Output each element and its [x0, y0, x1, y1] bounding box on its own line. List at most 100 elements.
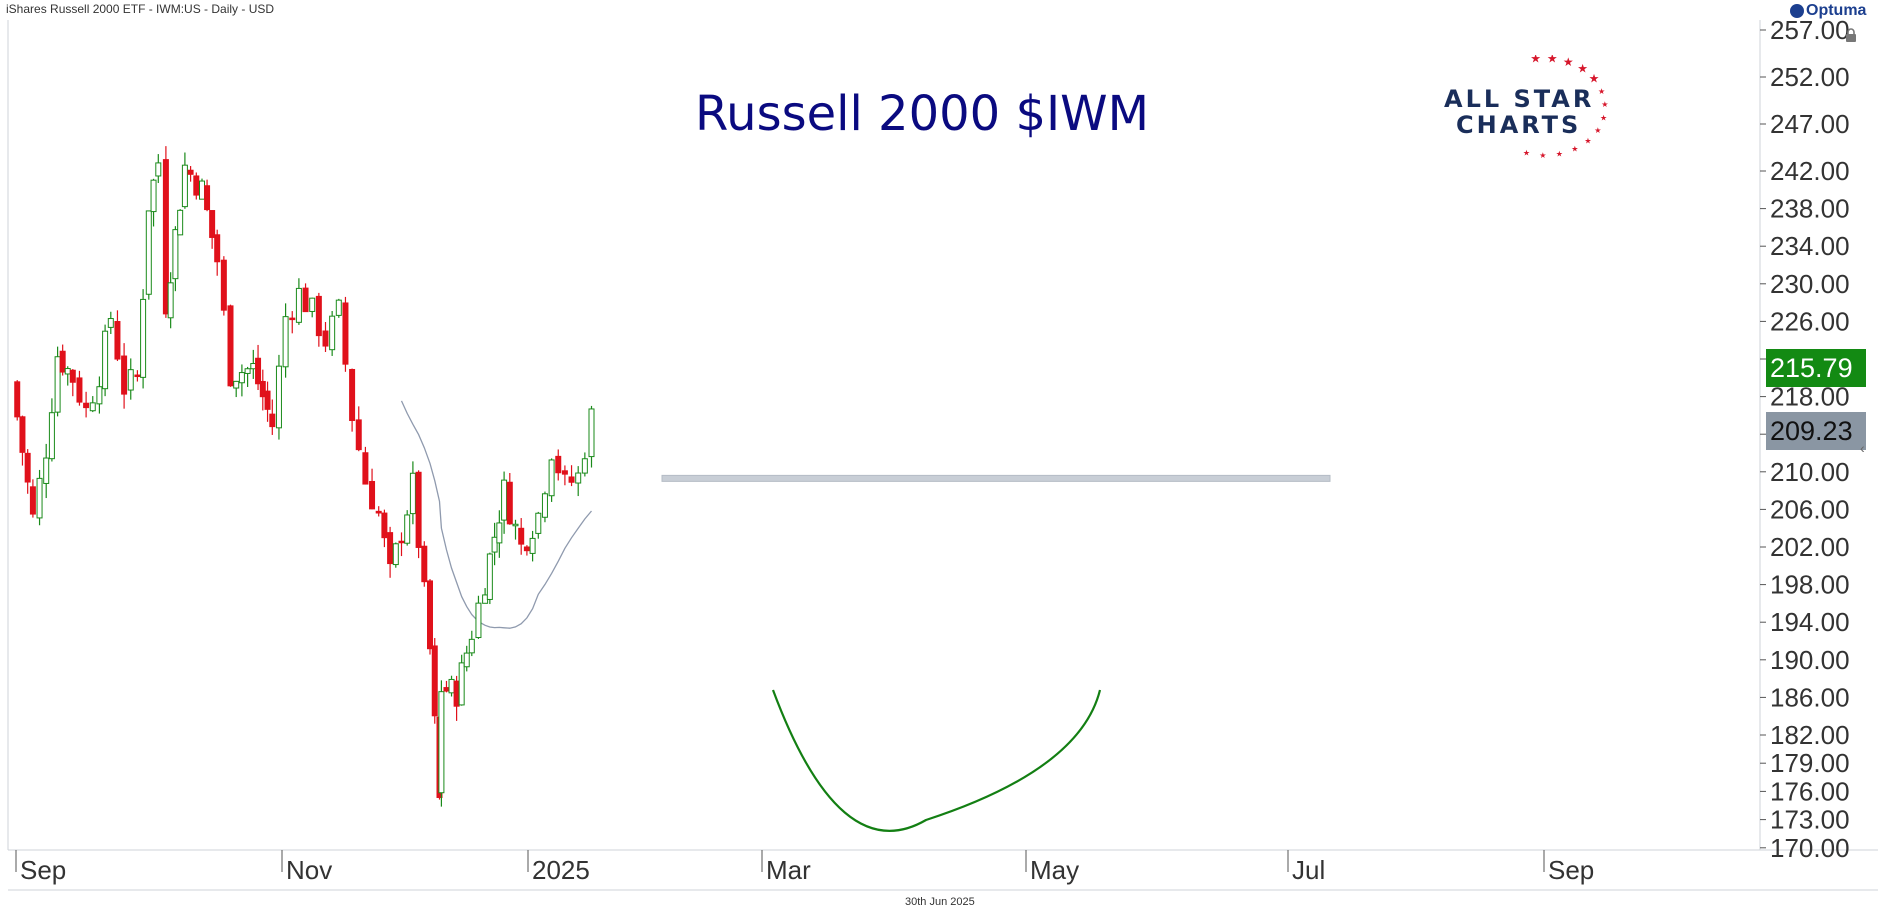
ma-price-tag: 209.23: [1766, 412, 1866, 450]
rounded-bottom-arc: [771, 689, 1102, 832]
candle-up: [96, 386, 103, 405]
logo-star: ★: [1539, 151, 1546, 160]
y-tick-label: 257.00: [1770, 15, 1850, 45]
y-tick-label: 242.00: [1770, 156, 1850, 186]
candle-down: [204, 185, 211, 211]
candle-down: [342, 302, 349, 365]
logo-star: ★: [1589, 71, 1600, 85]
candle-up: [295, 287, 302, 323]
x-tick-label: Sep: [1548, 855, 1594, 885]
y-tick-label: 173.00: [1770, 805, 1850, 835]
y-tick-label: 179.00: [1770, 748, 1850, 778]
candle-down: [220, 259, 227, 311]
candle-down: [114, 321, 121, 360]
brand-name: Optuma: [1806, 2, 1867, 19]
candle-up: [244, 368, 251, 374]
lock-icon[interactable]: [1844, 28, 1858, 42]
candle-down: [398, 540, 405, 544]
candle-down: [362, 452, 369, 485]
candle-up: [155, 162, 162, 177]
candle-down: [421, 545, 428, 583]
candle-up: [329, 315, 336, 351]
allstarcharts-logo: ★ ★ ★ ★ ★ ★ ★ ★ ★ ★ ★ ★ ★ ★ ALL STAR CHARTS: [1440, 55, 1640, 165]
moving-average-line: [400, 400, 592, 629]
y-tick-label: 226.00: [1770, 306, 1850, 336]
y-tick-label: 170.00: [1770, 833, 1850, 863]
y-tick-label: 210.00: [1770, 457, 1850, 487]
candle-down: [24, 452, 31, 483]
y-tick-label: 198.00: [1770, 570, 1850, 600]
candle-up: [64, 368, 71, 375]
candle-up: [233, 380, 240, 389]
candle-up: [496, 522, 503, 544]
stars-arc-icon: ★ ★ ★ ★★★★★★★★★★★: [1523, 55, 1609, 160]
y-axis: 257.00 252.00 247.00 242.00 238.00 234.00 230.…: [1760, 15, 1850, 863]
candle-down: [506, 481, 513, 525]
y-tick-label: 252.00: [1770, 62, 1850, 92]
logo-star: ★: [1584, 137, 1591, 146]
candle-down: [83, 402, 90, 409]
candle-up: [199, 180, 205, 200]
candle-up: [89, 402, 96, 412]
candle-down: [415, 471, 422, 548]
candle-up: [181, 164, 188, 208]
candle-down: [315, 295, 322, 337]
candle-up: [140, 298, 147, 378]
candle-up: [145, 210, 152, 295]
candle-up: [36, 477, 43, 519]
candle-up: [167, 282, 174, 319]
candle-down: [369, 480, 376, 510]
candle-up: [486, 553, 493, 600]
candle-down: [561, 470, 568, 475]
candle-up: [48, 412, 55, 460]
candle-up: [438, 691, 445, 794]
candle-down: [453, 680, 460, 707]
chart-title: Russell 2000 $IWM: [695, 86, 1149, 142]
candle-up: [177, 209, 184, 236]
candle-up: [458, 662, 465, 706]
candle-down: [322, 330, 329, 347]
candle-down: [76, 377, 83, 403]
logo-star: ★: [1601, 100, 1608, 109]
chart-frame: [7, 20, 1878, 891]
logo-line1: ALL STAR: [1444, 85, 1595, 113]
candle-up: [404, 514, 411, 544]
candle-down: [14, 381, 21, 418]
candle-down: [59, 350, 66, 373]
logo-star: ★: [1571, 145, 1578, 154]
candle-down: [555, 455, 562, 474]
candle-down: [227, 305, 234, 387]
logo-star: ★: [1594, 126, 1601, 135]
candles-layer: [14, 146, 595, 807]
candle-up: [548, 459, 555, 497]
candle-up: [172, 229, 179, 280]
candle-up: [282, 316, 289, 368]
y-tick-label: 230.00: [1770, 269, 1850, 299]
candle-down: [387, 532, 394, 565]
candle-up: [588, 408, 595, 458]
candle-down: [193, 175, 200, 196]
y-tick-label: 186.00: [1770, 682, 1850, 712]
candle-up: [409, 472, 416, 515]
candle-down: [264, 390, 271, 410]
candle-down: [443, 687, 450, 692]
chevron-left-icon[interactable]: ‹: [1860, 440, 1865, 456]
candle-up: [54, 356, 61, 413]
y-tick-label: 238.00: [1770, 194, 1850, 224]
x-tick-label: May: [1030, 855, 1079, 885]
y-tick-label: 190.00: [1770, 645, 1850, 675]
candle-down: [427, 580, 433, 650]
candle-up: [392, 543, 399, 566]
y-tick-label: 194.00: [1770, 607, 1850, 637]
candle-up: [475, 602, 482, 639]
x-axis: Sep Nov 2025 Mar May Jul Sep: [15, 850, 1594, 885]
candle-down: [162, 159, 169, 315]
candle-up: [107, 318, 114, 328]
candle-up: [43, 457, 50, 484]
candle-up: [335, 299, 342, 316]
last-price-tag: 215.79: [1766, 349, 1866, 387]
candle-down: [269, 413, 276, 428]
candle-up: [535, 512, 542, 534]
x-tick-label: 2025: [532, 855, 590, 885]
